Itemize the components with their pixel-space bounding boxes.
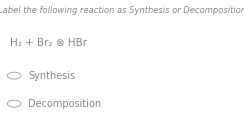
Text: Label the following reaction as Synthesis or Decomposition: Label the following reaction as Synthesi… xyxy=(0,6,244,15)
Text: Synthesis: Synthesis xyxy=(28,71,75,81)
Text: H₂ + Br₂ ⊗ HBr: H₂ + Br₂ ⊗ HBr xyxy=(10,38,87,48)
Text: Decomposition: Decomposition xyxy=(28,99,101,109)
